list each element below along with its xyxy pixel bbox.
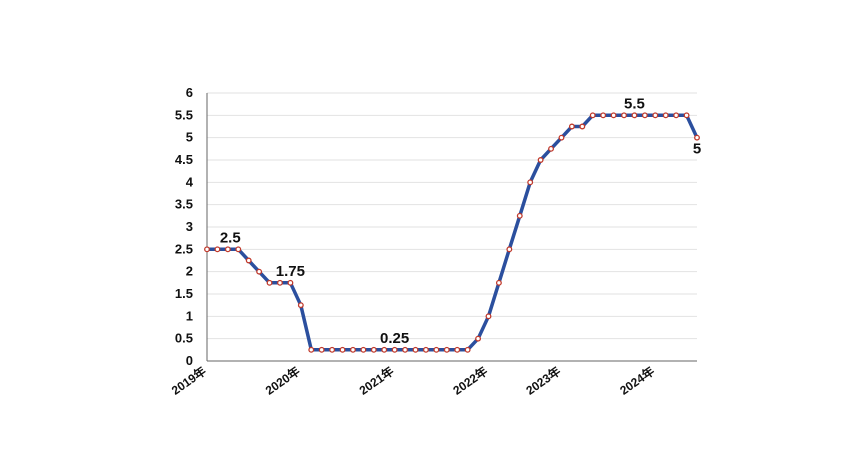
data-point [245, 257, 252, 264]
data-point [621, 112, 627, 119]
x-tick-label: 2022年 [450, 363, 490, 397]
data-point [610, 112, 617, 119]
x-tick-label: 2023年 [523, 363, 563, 397]
data-point [579, 123, 586, 130]
data-label: 5 [693, 141, 701, 158]
data-point [350, 346, 356, 353]
data-label: 0.25 [380, 330, 409, 347]
y-tick-label: 3.5 [175, 197, 193, 212]
data-point [558, 134, 565, 141]
data-point [516, 212, 523, 219]
y-tick-label: 6 [186, 85, 193, 100]
data-point [600, 112, 607, 119]
y-tick-label: 3 [186, 219, 193, 234]
data-point [339, 346, 346, 353]
data-point [329, 346, 336, 353]
data-point [360, 346, 367, 353]
data-label: 5.5 [624, 95, 645, 112]
axes [206, 93, 697, 362]
data-point [204, 246, 210, 253]
data-point [402, 346, 409, 353]
series-line [205, 113, 699, 352]
y-tick-label: 4 [186, 174, 194, 189]
data-point [527, 179, 534, 186]
data-point [589, 112, 596, 119]
data-point [506, 246, 513, 253]
data-point [433, 346, 440, 353]
data-point [485, 313, 492, 320]
y-tick-label: 2 [186, 264, 193, 279]
y-tick-label: 2.5 [175, 241, 193, 256]
data-point [370, 346, 377, 353]
data-point [214, 246, 221, 253]
data-point [537, 157, 544, 163]
data-point [641, 112, 648, 119]
data-point [548, 145, 554, 152]
y-tick-label: 0.5 [175, 331, 193, 346]
data-point [266, 279, 273, 286]
y-tick-label: 1 [186, 308, 193, 323]
x-tick-label: 2020年 [262, 363, 302, 397]
data-point [464, 346, 471, 353]
data-point [318, 346, 325, 353]
data-point [662, 112, 669, 119]
y-tick-label: 4.5 [175, 152, 193, 167]
y-axis-tick-labels: 0 0.5 1 1.5 2 2.5 3 3.5 4 4.5 5 5.5 6 [175, 85, 194, 368]
x-tick-label: 2024年 [617, 363, 657, 397]
data-point [381, 346, 388, 353]
data-point [475, 335, 482, 342]
data-point [454, 346, 461, 353]
data-point [308, 346, 315, 353]
data-point [256, 268, 263, 275]
data-label: 1.75 [276, 263, 305, 280]
y-tick-label: 5.5 [175, 107, 193, 122]
data-point [443, 346, 450, 353]
x-tick-label: 2019年 [168, 363, 208, 397]
series-line-layer [205, 113, 699, 352]
data-point [287, 279, 294, 286]
data-labels: 2.5 1.75 0.25 5.5 5 [220, 95, 701, 347]
data-label: 2.5 [220, 229, 241, 246]
data-point [412, 346, 419, 353]
data-point [391, 346, 398, 353]
y-tick-label: 5 [186, 130, 193, 145]
data-point [235, 246, 242, 253]
data-point [495, 279, 502, 286]
data-point [694, 134, 700, 141]
y-tick-label: 0 [186, 353, 193, 368]
grid-lines [207, 92, 697, 340]
data-point [422, 346, 429, 353]
x-axis-tick-labels: 2019年 2020年 2021年 2022年 2023年 2024年 [168, 363, 657, 397]
y-tick-label: 1.5 [175, 286, 193, 301]
data-point [652, 112, 659, 119]
data-point-markers [204, 112, 700, 353]
data-point [297, 302, 304, 309]
data-point [631, 112, 638, 119]
data-point [568, 123, 575, 130]
data-point [277, 279, 283, 286]
x-tick-label: 2021年 [356, 363, 396, 397]
data-point [224, 246, 231, 253]
data-point [683, 112, 690, 119]
data-point [673, 112, 680, 119]
